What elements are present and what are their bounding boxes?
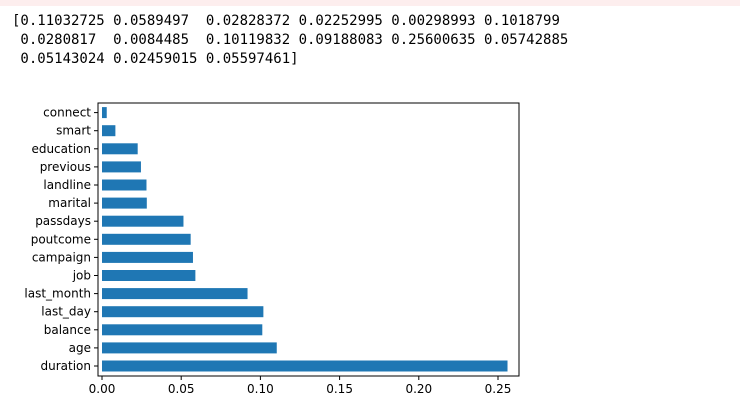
y-tick-label-campaign: campaign bbox=[32, 250, 91, 264]
bar-last_day bbox=[102, 306, 264, 318]
array-output-line: 0.0280817 0.0084485 0.10119832 0.0918808… bbox=[12, 32, 569, 48]
x-tick-label: 0.20 bbox=[405, 382, 432, 396]
bar-campaign bbox=[102, 251, 193, 263]
bar-job bbox=[102, 270, 196, 281]
x-tick-label: 0.15 bbox=[326, 382, 353, 396]
bar-marital bbox=[102, 197, 147, 209]
x-ticks-group: 0.00 0.05 0.10 0.15 0.20 0.25 bbox=[89, 376, 512, 396]
bar-last_month bbox=[102, 288, 248, 300]
y-tick-label-poutcome: poutcome bbox=[31, 232, 91, 246]
axes-frame bbox=[97, 102, 520, 377]
cell-top-band bbox=[0, 0, 740, 6]
bars-group bbox=[102, 107, 508, 372]
bar-smart bbox=[102, 125, 116, 137]
y-tick-label-age: age bbox=[69, 341, 91, 355]
y-tick-label-connect: connect bbox=[43, 106, 91, 120]
y-tick-label-passdays: passdays bbox=[35, 214, 91, 228]
y-tick-label-last_day: last_day bbox=[41, 305, 91, 319]
array-output: [0.11032725 0.0589497 0.02828372 0.02252… bbox=[12, 12, 568, 69]
y-ticks-group: duration age balance last_day last_month job c… bbox=[24, 106, 98, 373]
array-output-line: [0.11032725 0.0589497 0.02828372 0.02252… bbox=[12, 13, 560, 29]
bar-passdays bbox=[102, 215, 184, 227]
bar-education bbox=[102, 143, 138, 155]
array-output-line: 0.05143024 0.02459015 0.05597461] bbox=[12, 51, 299, 67]
y-tick-label-job: job bbox=[72, 269, 91, 283]
bar-poutcome bbox=[102, 233, 191, 245]
x-tick-label: 0.00 bbox=[89, 382, 116, 396]
y-tick-label-last_month: last_month bbox=[24, 287, 91, 301]
bar-duration bbox=[102, 360, 508, 372]
y-tick-label-landline: landline bbox=[43, 178, 91, 192]
y-tick-label-duration: duration bbox=[41, 359, 92, 373]
y-tick-label-education: education bbox=[31, 142, 91, 156]
bar-landline bbox=[102, 179, 147, 191]
x-tick-label: 0.25 bbox=[485, 382, 512, 396]
bar-balance bbox=[102, 324, 263, 336]
bar-connect bbox=[102, 107, 107, 119]
y-tick-label-previous: previous bbox=[40, 160, 91, 174]
x-tick-label: 0.05 bbox=[168, 382, 195, 396]
y-tick-label-smart: smart bbox=[56, 124, 91, 138]
bar-age bbox=[102, 342, 277, 354]
y-tick-label-marital: marital bbox=[48, 196, 91, 210]
x-tick-label: 0.10 bbox=[247, 382, 274, 396]
bar-previous bbox=[102, 161, 141, 173]
y-tick-label-balance: balance bbox=[44, 323, 91, 337]
